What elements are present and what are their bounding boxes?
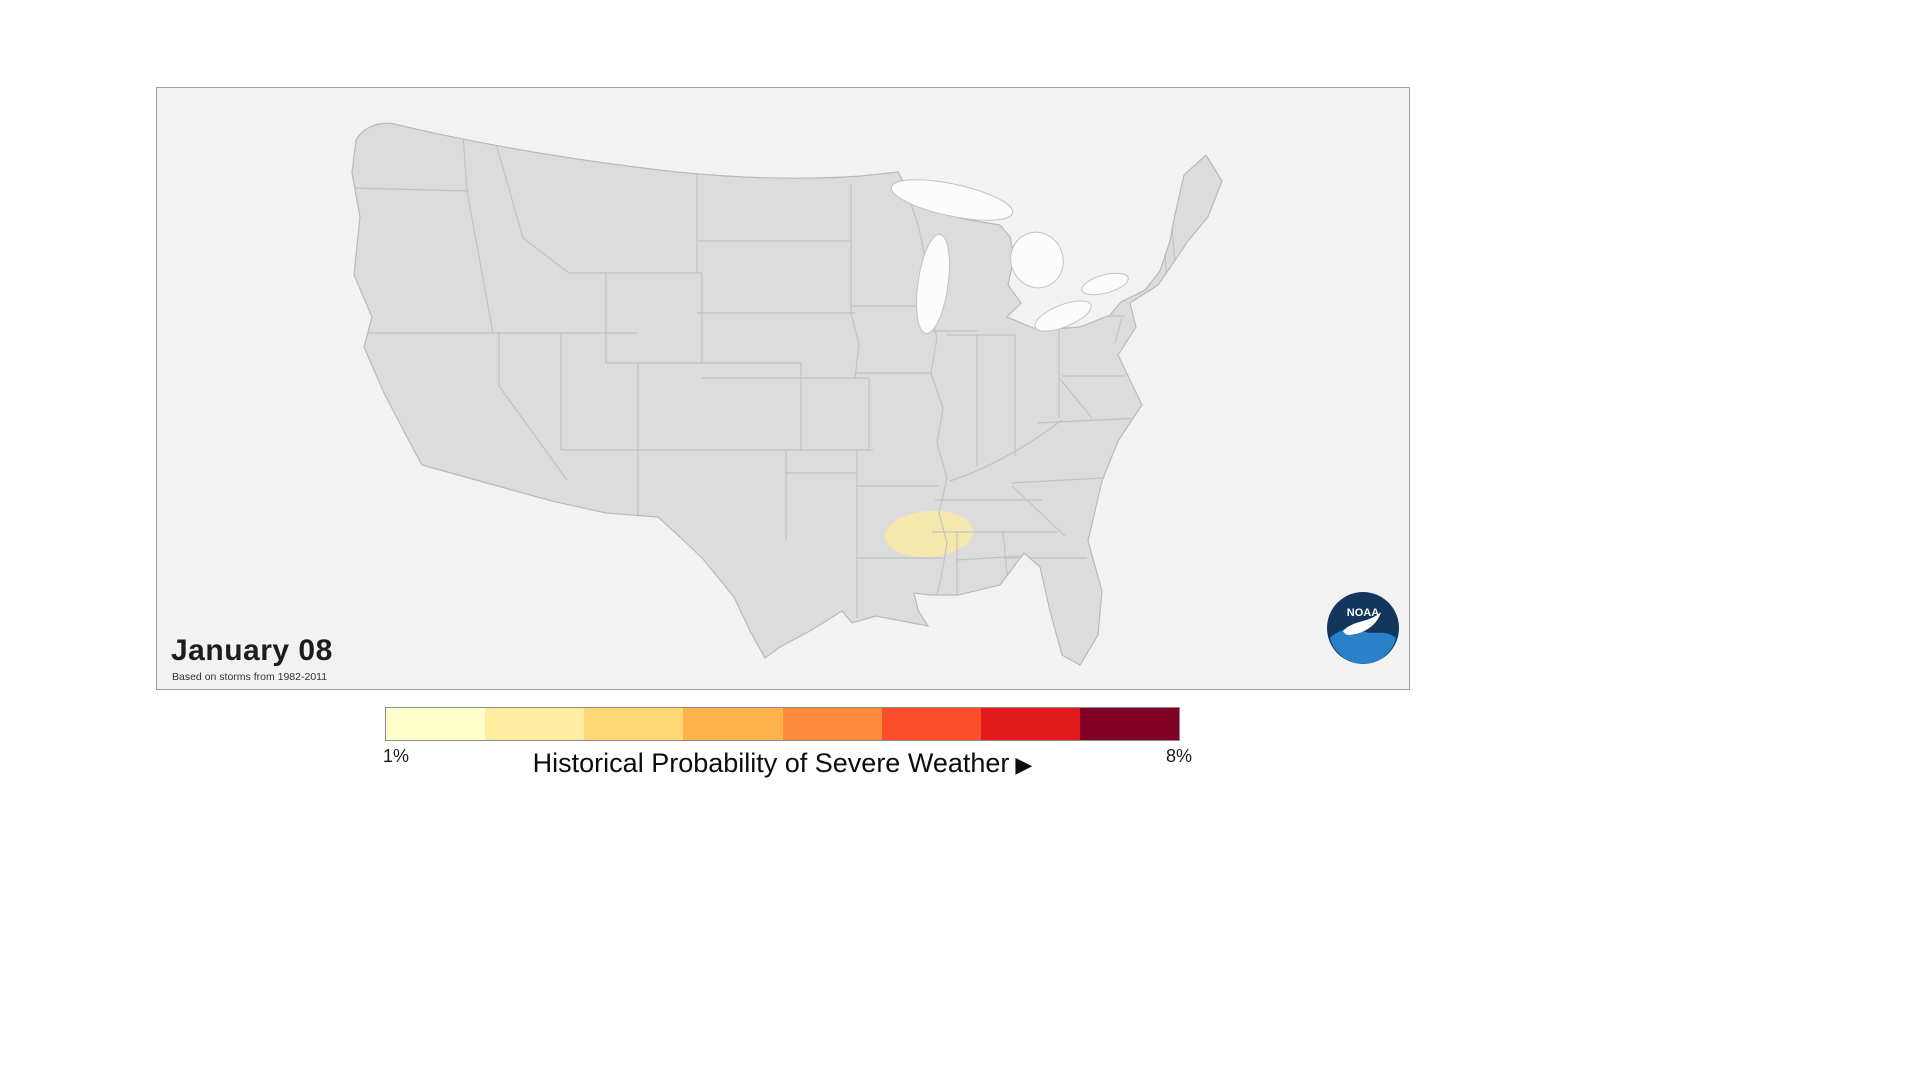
lake-huron [1010,231,1064,289]
country-landmass [352,123,1222,665]
lake-erie [1034,300,1092,332]
noaa-logo-wave [1330,628,1396,664]
legend-swatch [386,708,486,740]
lake-ontario [1081,272,1129,296]
legend-arrow-icon: ▶ [1015,752,1033,777]
legend-max-label: 8% [1166,746,1193,766]
legend-swatch [485,708,585,740]
noaa-logo-text: NOAA [1347,607,1379,619]
country-outline [351,122,1223,666]
legend-min-label: 1% [383,746,410,766]
legend-swatch [881,708,981,740]
map-panel: January 08 Based on storms from 1982-201… [156,87,1410,690]
lake-michigan [916,233,950,335]
source-note: Based on storms from 1982-2011 [172,671,328,683]
noaa-logo-gull [1343,612,1381,635]
legend-swatch [980,708,1080,740]
legend-title: Historical Probability of Severe Weather… [385,748,1180,779]
legend-swatch [782,708,882,740]
noaa-logo: NOAA [1327,592,1399,664]
date-label: January 08 [171,634,333,667]
us-map [351,122,1223,666]
lake-superior [890,179,1014,221]
legend-swatch [584,708,684,740]
legend-colorbar [385,707,1180,741]
probability-highlight-blob [885,510,973,558]
legend-swatch [1079,708,1179,740]
legend-title-text: Historical Probability of Severe Weather [532,748,1010,778]
legend-swatch [683,708,783,740]
